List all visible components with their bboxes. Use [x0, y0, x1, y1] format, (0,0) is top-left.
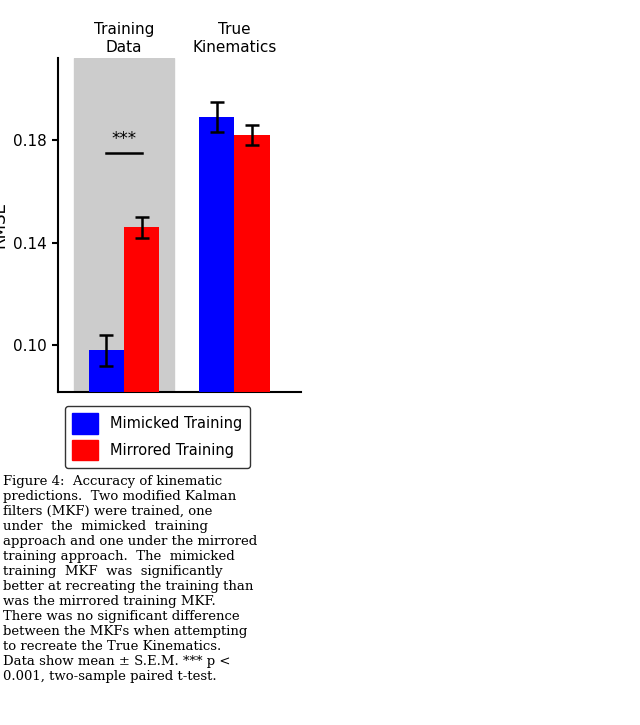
Text: ***: ***	[111, 130, 136, 148]
Bar	[234, 135, 270, 602]
Text: True
Kinematics: True Kinematics	[192, 22, 276, 54]
Text: Training
Data: Training Data	[93, 22, 154, 54]
Text: Figure 4:  Accuracy of kinematic
predictions.  Two modified Kalman
filters (MKF): Figure 4: Accuracy of kinematic predicti…	[3, 475, 257, 683]
Bar	[74, 58, 173, 392]
Bar	[124, 228, 159, 602]
Legend: Mimicked Training, Mirrored Training: Mimicked Training, Mirrored Training	[65, 406, 250, 468]
Y-axis label: RMSE: RMSE	[0, 202, 8, 248]
Bar	[88, 350, 124, 602]
Bar	[199, 117, 234, 602]
